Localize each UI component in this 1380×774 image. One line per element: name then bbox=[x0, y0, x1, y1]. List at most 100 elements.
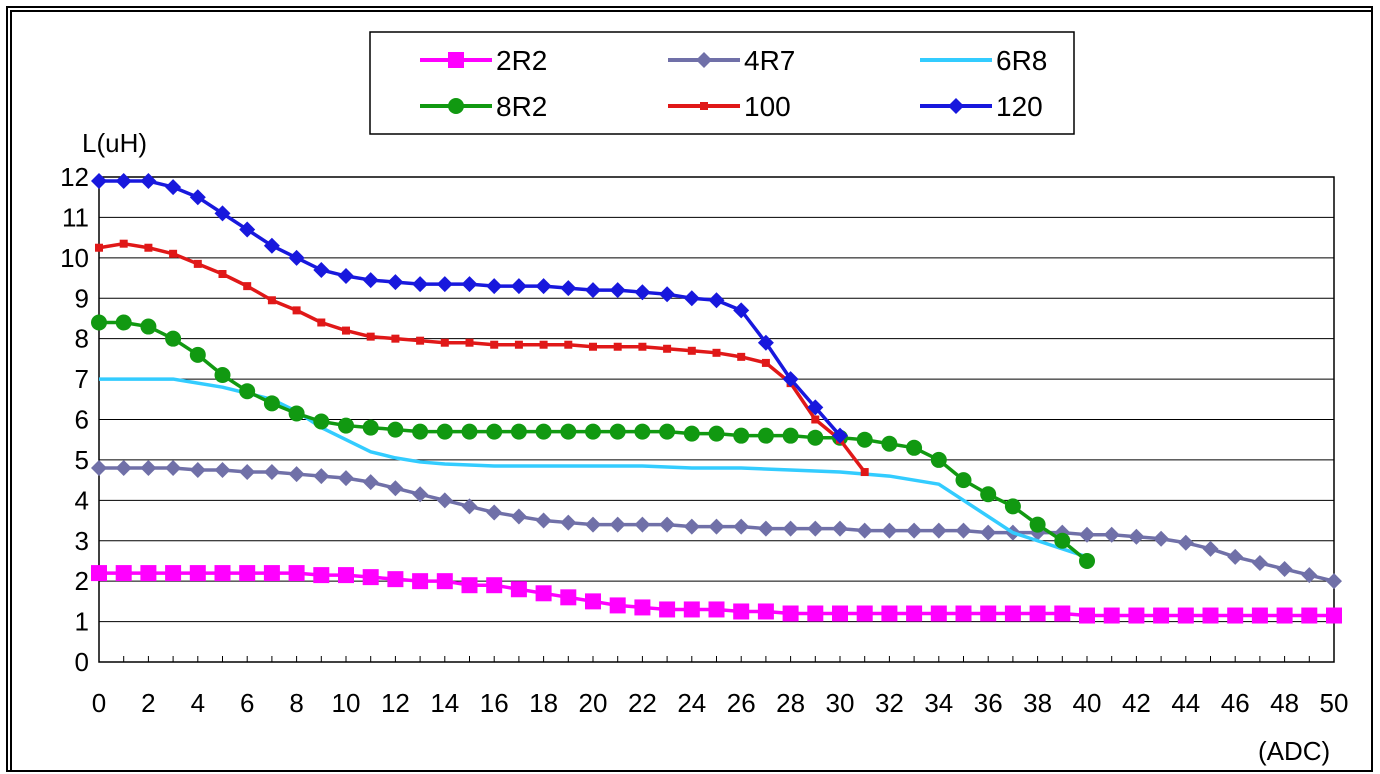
data-point bbox=[243, 282, 252, 291]
data-point bbox=[683, 518, 700, 535]
x-tick-label: 2 bbox=[141, 688, 155, 718]
data-point bbox=[119, 239, 128, 248]
data-point bbox=[91, 565, 107, 582]
data-point bbox=[115, 173, 132, 190]
data-point bbox=[239, 221, 256, 238]
data-point bbox=[461, 276, 478, 293]
y-tick-label: 10 bbox=[60, 243, 89, 273]
y-tick-label: 11 bbox=[62, 202, 89, 232]
data-point bbox=[91, 173, 107, 190]
data-point bbox=[342, 326, 350, 335]
data-point bbox=[288, 565, 305, 582]
data-point bbox=[1079, 526, 1095, 543]
legend-label: 100 bbox=[744, 91, 791, 122]
data-point bbox=[95, 243, 103, 252]
data-point bbox=[1177, 607, 1194, 624]
data-point bbox=[638, 342, 647, 351]
data-point bbox=[1326, 573, 1342, 590]
data-point bbox=[807, 605, 824, 622]
y-tick-label: 4 bbox=[75, 485, 89, 515]
data-point bbox=[708, 601, 725, 618]
data-point bbox=[338, 567, 354, 584]
data-point bbox=[663, 344, 672, 353]
y-tick-label: 2 bbox=[75, 566, 89, 596]
data-point bbox=[560, 514, 577, 531]
data-point bbox=[387, 274, 404, 291]
x-tick-label: 24 bbox=[677, 688, 706, 718]
data-point bbox=[461, 498, 478, 515]
data-point bbox=[1004, 498, 1021, 515]
x-tick-label: 26 bbox=[727, 688, 756, 718]
data-point bbox=[292, 306, 301, 315]
data-point bbox=[585, 593, 601, 610]
data-point bbox=[461, 423, 478, 440]
legend-swatch-marker bbox=[448, 98, 464, 114]
data-point bbox=[683, 290, 700, 307]
data-point bbox=[832, 427, 848, 444]
x-tick-label: 30 bbox=[826, 688, 855, 718]
data-point bbox=[782, 520, 799, 537]
data-point bbox=[757, 334, 774, 351]
data-point bbox=[757, 427, 774, 444]
data-point bbox=[412, 573, 429, 590]
data-point bbox=[807, 399, 824, 416]
data-point bbox=[362, 474, 379, 491]
data-point bbox=[1004, 605, 1021, 622]
data-point bbox=[362, 272, 379, 289]
legend-entry-8R2: 8R2 bbox=[420, 91, 547, 122]
data-point bbox=[436, 423, 453, 440]
x-tick-label: 40 bbox=[1073, 688, 1102, 718]
data-point bbox=[733, 603, 750, 620]
chart-inner-frame bbox=[10, 10, 1373, 772]
data-point bbox=[490, 340, 499, 349]
data-point bbox=[387, 421, 404, 438]
legend-entry-120: 120 bbox=[920, 91, 1043, 122]
data-point bbox=[317, 318, 326, 327]
data-point bbox=[860, 468, 869, 477]
x-tick-label: 6 bbox=[240, 688, 254, 718]
data-point bbox=[1326, 607, 1342, 624]
y-tick-label: 5 bbox=[75, 445, 89, 475]
data-point bbox=[881, 605, 898, 622]
data-point bbox=[659, 423, 676, 440]
data-point bbox=[189, 346, 206, 363]
data-point bbox=[733, 302, 750, 319]
data-point bbox=[165, 460, 182, 476]
data-point bbox=[535, 278, 552, 295]
y-tick-label: 8 bbox=[75, 324, 89, 354]
data-point bbox=[461, 577, 478, 594]
data-point bbox=[589, 342, 597, 351]
data-point bbox=[737, 352, 746, 361]
data-point bbox=[757, 603, 774, 620]
data-point bbox=[1301, 607, 1318, 624]
legend-label: 120 bbox=[996, 91, 1043, 122]
data-point bbox=[980, 524, 997, 541]
data-point bbox=[214, 565, 231, 582]
series-layer bbox=[91, 173, 1342, 624]
legend-swatch-marker bbox=[696, 52, 712, 68]
series-line-100 bbox=[98, 241, 867, 474]
data-point bbox=[683, 425, 700, 442]
data-point bbox=[1276, 607, 1293, 624]
data-point bbox=[930, 522, 947, 539]
y-tick-label: 7 bbox=[75, 364, 89, 394]
data-point bbox=[115, 314, 132, 331]
data-point bbox=[510, 278, 527, 295]
data-point bbox=[708, 292, 725, 309]
data-point bbox=[1054, 532, 1071, 549]
data-point bbox=[782, 605, 799, 622]
data-point bbox=[782, 371, 799, 388]
data-point bbox=[267, 296, 276, 305]
x-tick-label: 12 bbox=[381, 688, 410, 718]
legend-label: 8R2 bbox=[496, 91, 547, 122]
data-point bbox=[140, 565, 157, 582]
x-tick-label: 34 bbox=[924, 688, 953, 718]
data-point bbox=[1177, 534, 1194, 551]
data-point bbox=[486, 423, 503, 440]
data-point bbox=[91, 460, 107, 476]
data-point bbox=[313, 413, 330, 430]
data-point bbox=[144, 243, 153, 252]
data-point bbox=[1276, 561, 1293, 578]
data-point bbox=[881, 435, 898, 452]
